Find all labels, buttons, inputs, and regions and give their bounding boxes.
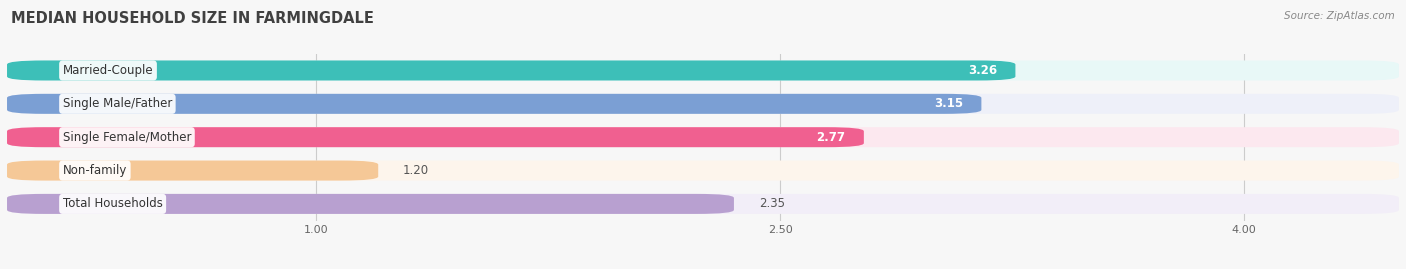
Text: Single Female/Mother: Single Female/Mother [63, 131, 191, 144]
Text: MEDIAN HOUSEHOLD SIZE IN FARMINGDALE: MEDIAN HOUSEHOLD SIZE IN FARMINGDALE [11, 11, 374, 26]
FancyBboxPatch shape [7, 94, 1399, 114]
FancyBboxPatch shape [7, 127, 1399, 147]
Text: Source: ZipAtlas.com: Source: ZipAtlas.com [1284, 11, 1395, 21]
Text: Non-family: Non-family [63, 164, 127, 177]
FancyBboxPatch shape [7, 194, 734, 214]
FancyBboxPatch shape [7, 61, 1015, 80]
Text: Total Households: Total Households [63, 197, 163, 210]
FancyBboxPatch shape [7, 161, 1399, 180]
Text: Single Male/Father: Single Male/Father [63, 97, 172, 110]
FancyBboxPatch shape [7, 194, 1399, 214]
Text: 2.77: 2.77 [817, 131, 845, 144]
Text: 2.35: 2.35 [759, 197, 785, 210]
Text: 1.20: 1.20 [404, 164, 429, 177]
Text: Married-Couple: Married-Couple [63, 64, 153, 77]
Text: 3.26: 3.26 [967, 64, 997, 77]
FancyBboxPatch shape [7, 161, 378, 180]
Text: 3.15: 3.15 [934, 97, 963, 110]
FancyBboxPatch shape [7, 127, 863, 147]
FancyBboxPatch shape [7, 61, 1399, 80]
FancyBboxPatch shape [7, 94, 981, 114]
